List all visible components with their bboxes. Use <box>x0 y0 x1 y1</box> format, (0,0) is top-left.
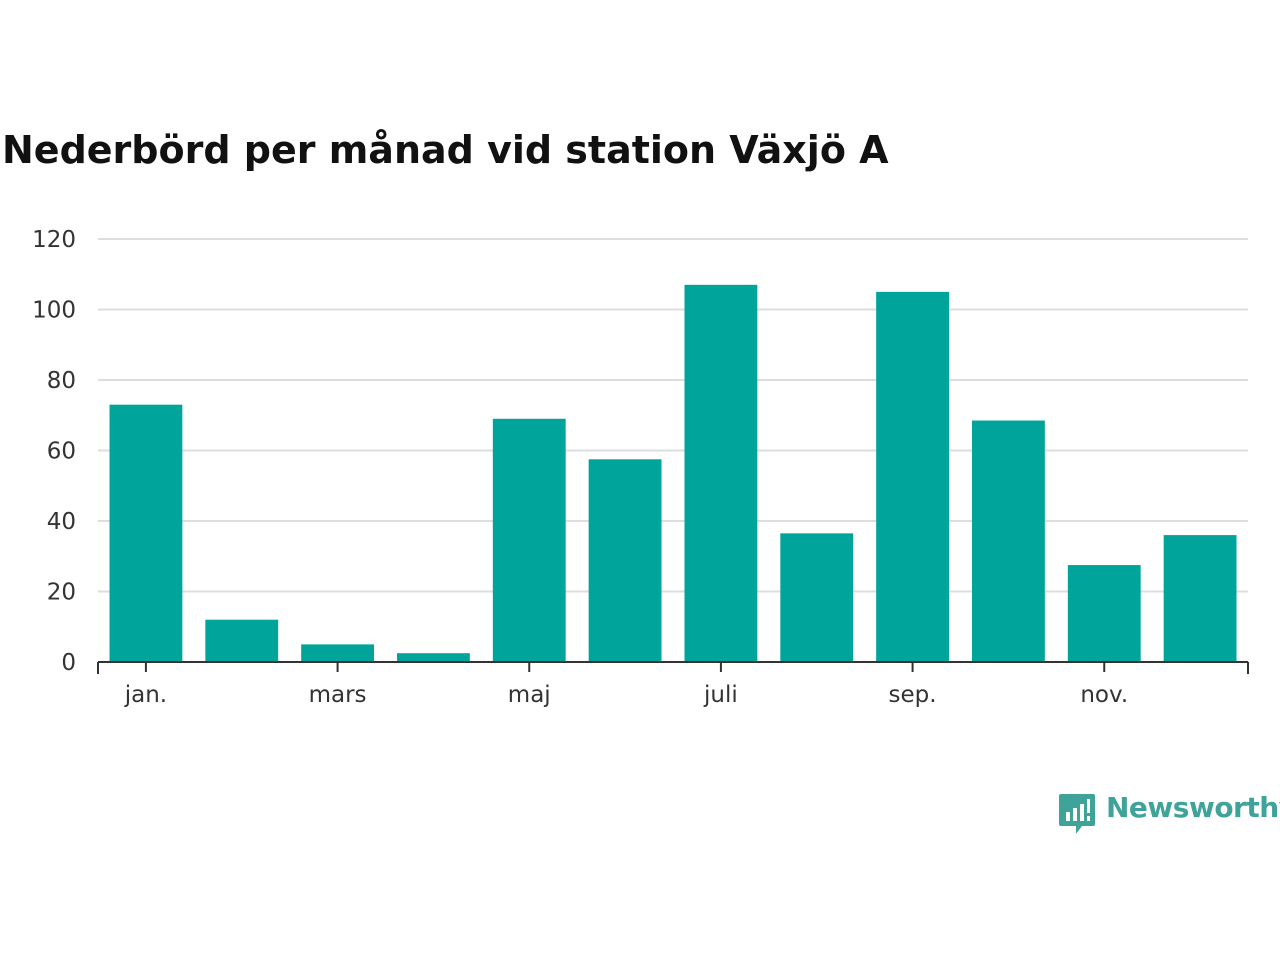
x-tick-label: maj <box>508 682 551 708</box>
newsworthy-logo: Newsworthy <box>1058 790 1280 840</box>
bar-okt <box>972 420 1045 662</box>
bar-mars <box>301 644 374 662</box>
x-tick-label: juli <box>703 682 738 708</box>
newsworthy-chart-bubble-icon <box>1059 794 1095 834</box>
logo-text: Newsworthy <box>1106 791 1280 824</box>
y-tick-label: 0 <box>61 650 76 676</box>
y-tick-label: 40 <box>47 509 76 535</box>
bars <box>109 284 1237 662</box>
chart-title: Nederbörd per månad vid station Växjö A <box>2 128 889 172</box>
y-tick-label: 120 <box>32 227 76 253</box>
x-tick-label: mars <box>309 682 367 708</box>
y-tick-label: 20 <box>47 580 76 606</box>
x-tick-label: sep. <box>889 682 937 708</box>
y-axis-ticks: 0 20 40 60 80 100 120 <box>32 227 76 676</box>
gridlines <box>98 238 1248 593</box>
bar-sep <box>876 291 949 662</box>
y-tick-label: 80 <box>47 368 76 394</box>
y-tick-label: 60 <box>47 439 76 465</box>
y-tick-label: 100 <box>32 298 76 324</box>
bar-nov <box>1067 565 1141 662</box>
bar-apr <box>397 653 470 662</box>
x-tick-label: nov. <box>1080 682 1128 708</box>
bar-feb <box>205 619 279 662</box>
bar-juli <box>684 284 758 662</box>
x-tick-label: jan. <box>124 682 167 708</box>
bar-dec <box>1163 535 1237 662</box>
bar-maj <box>492 418 566 662</box>
x-axis: jan. mars maj juli sep. nov. <box>97 661 1249 708</box>
bar-juni <box>588 459 662 662</box>
bar-aug <box>780 533 854 662</box>
bar-jan <box>109 404 183 662</box>
